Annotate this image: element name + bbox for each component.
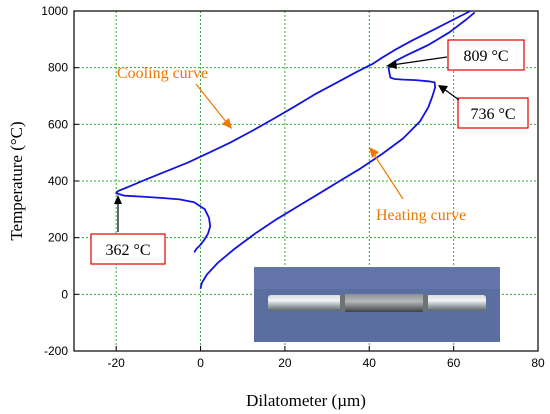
specimen-photo-inset [254,267,500,342]
temp-736-label: 736 °C [470,106,515,123]
x-axis-title: Dilatometer (µm) [246,391,366,410]
heating-curve-label: Heating curve [376,207,466,224]
rod-heated-zone [344,294,424,312]
x-tick-label: 80 [531,356,545,370]
y-tick-label: 800 [48,61,68,75]
curve-layer [115,10,476,289]
y-axis-title: Temperature (°C) [7,121,26,240]
y-tick-label: 400 [48,174,68,188]
heating-arrow [372,152,404,200]
x-tick-label: 20 [278,356,292,370]
temp-362-label: 362 °C [105,242,150,259]
arrow-809 [391,56,448,66]
y-tick-label: 1000 [41,4,68,18]
y-tick-label: 200 [48,231,68,245]
inset-photo-highlight [254,267,500,289]
specimen-rod [268,294,486,312]
temp-362-box [90,233,166,265]
arrowhead-736 [438,85,448,94]
cooling-arrowhead [222,118,232,129]
arrowhead-362 [114,195,122,204]
temp-736-box [457,97,529,129]
x-tick-label: 60 [447,356,461,370]
x-tick-label: 40 [363,356,377,370]
temp-809-box [447,39,525,71]
y-tick-label: 0 [61,287,68,301]
cooling-arrow [195,83,228,124]
x-tick-label: 0 [197,356,204,370]
cooling-curve [115,10,471,253]
arrowhead-809 [386,60,397,69]
y-tick-label: 600 [48,117,68,131]
x-tick-label: -20 [108,356,126,370]
annotation-layer: Cooling curve Heating curve 809 °C 736 °C 36… [90,39,529,265]
axes-layer: -20 0 20 40 60 80-20002004006008001000Dilatom… [7,4,545,410]
y-tick-label: -200 [44,344,68,358]
heating-curve [199,11,476,289]
arrow-736 [443,88,460,101]
rod-collar-right [423,294,428,312]
rod-collar-left [340,294,345,312]
temp-809-label: 809 °C [463,48,508,65]
heating-arrowhead [369,147,379,158]
cooling-curve-label: Cooling curve [117,65,208,82]
